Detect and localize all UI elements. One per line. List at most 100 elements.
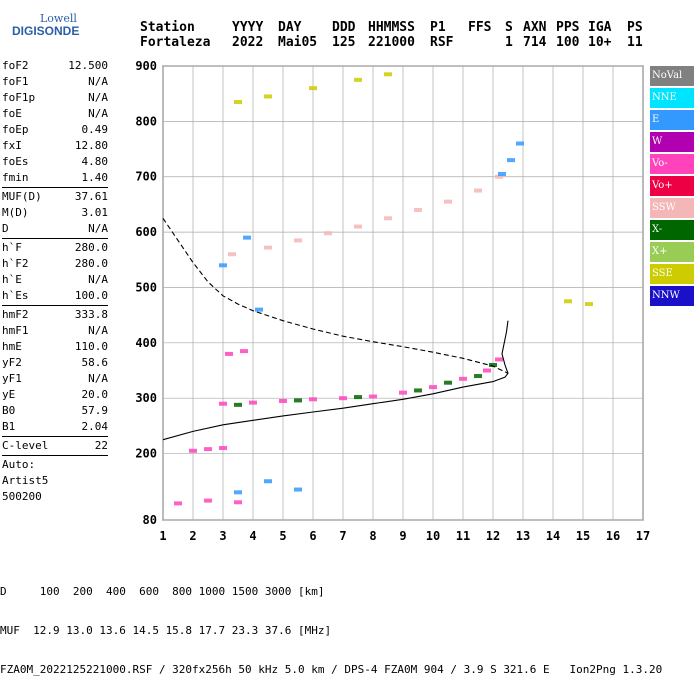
param-row: hmE 110.0 — [2, 339, 108, 355]
param-row: foF1p N/A — [2, 90, 108, 106]
param-value: 4.80 — [81, 155, 109, 168]
x-tick-label: 5 — [279, 529, 286, 543]
echo-point — [339, 396, 347, 401]
param-separator — [2, 455, 108, 456]
x-tick-label: 9 — [399, 529, 406, 543]
param-value: 110.0 — [74, 340, 108, 353]
echo-point — [189, 448, 197, 453]
x-tick-label: 14 — [546, 529, 560, 543]
param-name: hmE — [2, 340, 22, 353]
param-name: h`E — [2, 273, 22, 286]
echo-point — [324, 231, 332, 236]
echo-point — [255, 307, 263, 312]
y-tick-label: 80 — [143, 513, 157, 527]
header-value-11: 11 — [627, 35, 643, 50]
x-tick-label: 4 — [249, 529, 256, 543]
param-name: foEs — [2, 155, 29, 168]
param-row: foE N/A — [2, 106, 108, 122]
header-value-7: 1 — [505, 35, 513, 50]
param-separator — [2, 436, 108, 437]
echo-point — [309, 86, 317, 91]
echo-point — [219, 446, 227, 451]
param-row: fxI 12.80 — [2, 138, 108, 154]
y-tick-label: 900 — [135, 59, 157, 73]
header-label-3: DDD — [332, 20, 356, 35]
echo-point — [204, 447, 212, 452]
x-tick-label: 12 — [486, 529, 500, 543]
param-row: h`F2 280.0 — [2, 256, 108, 272]
header-value-10: 10+ — [588, 35, 612, 50]
legend-entry-e: E — [650, 110, 694, 130]
x-tick-label: 8 — [369, 529, 376, 543]
param-row: yF1 N/A — [2, 371, 108, 387]
header-value-0: Fortaleza — [140, 35, 211, 50]
echo-point — [294, 238, 302, 243]
legend: NoVal NNE E W Vo- Vo+ SSW X- X+ SSE NNW — [650, 66, 694, 308]
x-tick-label: 2 — [189, 529, 196, 543]
header-label-5: P1 — [430, 20, 446, 35]
echo-point — [354, 77, 362, 82]
footer-file-info: FZA0M_2022125221000.RSF / 320fx256h 50 k… — [0, 663, 663, 676]
echo-point — [495, 174, 503, 179]
header-label-11: PS — [627, 20, 643, 35]
header-value-4: 221000 — [368, 35, 415, 50]
x-tick-label: 3 — [219, 529, 226, 543]
header-value-5: RSF — [430, 35, 454, 50]
header-label-6: FFS — [468, 20, 492, 35]
echo-point — [354, 224, 362, 229]
y-tick-label: 500 — [135, 280, 157, 294]
param-row: foEp 0.49 — [2, 122, 108, 138]
param-name: fxI — [2, 139, 22, 152]
param-name: yE — [2, 388, 16, 401]
param-separator — [2, 187, 108, 188]
echo-point — [414, 388, 422, 393]
header-label-10: IGA — [588, 20, 612, 35]
legend-entry-ssw: SSW — [650, 198, 694, 218]
param-value: 280.0 — [74, 241, 108, 254]
param-name: B0 — [2, 404, 16, 417]
header-label-0: Station — [140, 20, 195, 35]
header-label-9: PPS — [556, 20, 580, 35]
param-row: M(D) 3.01 — [2, 205, 108, 221]
param-value: 22 — [94, 439, 108, 452]
x-tick-label: 17 — [636, 529, 650, 543]
param-value: N/A — [88, 91, 108, 104]
scaled-parameters-panel: foF2 12.500 foF1 N/A foF1p N/A foE N/A foEp 0.49 f… — [2, 58, 108, 505]
echo-point — [459, 376, 467, 381]
param-name: D — [2, 222, 9, 235]
echo-point — [264, 479, 272, 484]
param-value: 2.04 — [81, 420, 109, 433]
echo-point — [294, 487, 302, 492]
param-value: 100.0 — [74, 289, 108, 302]
echo-point — [384, 216, 392, 221]
echo-point — [234, 500, 242, 505]
footer-distance-row: D 100 200 400 600 800 1000 1500 3000 [km… — [0, 585, 325, 598]
param-row: hmF1 N/A — [2, 323, 108, 339]
header-label-8: AXN — [523, 20, 547, 35]
echo-point — [234, 99, 242, 104]
solid-profile-curve — [162, 320, 509, 441]
logo-line1: Lowell — [40, 12, 77, 25]
param-name: foE — [2, 107, 22, 120]
header-label-7: S — [505, 20, 513, 35]
param-value: N/A — [88, 372, 108, 385]
x-tick-label: 15 — [576, 529, 590, 543]
param-value: 280.0 — [74, 257, 108, 270]
legend-entry-nnw: NNW — [650, 286, 694, 306]
echo-point — [516, 141, 524, 146]
param-row: foF2 12.500 — [2, 58, 108, 74]
param-name: foF2 — [2, 59, 29, 72]
y-tick-label: 400 — [135, 336, 157, 350]
param-row: B1 2.04 — [2, 419, 108, 435]
param-row: h`F 280.0 — [2, 240, 108, 256]
param-separator — [2, 305, 108, 306]
param-value: 57.9 — [81, 404, 109, 417]
param-row: D N/A — [2, 221, 108, 237]
x-tick-label: 10 — [426, 529, 440, 543]
header-label-1: YYYY — [232, 20, 264, 35]
digisonde-logo: Lowell DIGISONDE — [0, 0, 80, 45]
x-tick-label: 16 — [606, 529, 620, 543]
echo-point — [225, 351, 233, 356]
param-name: C-level — [2, 439, 49, 452]
echo-point — [234, 490, 242, 495]
